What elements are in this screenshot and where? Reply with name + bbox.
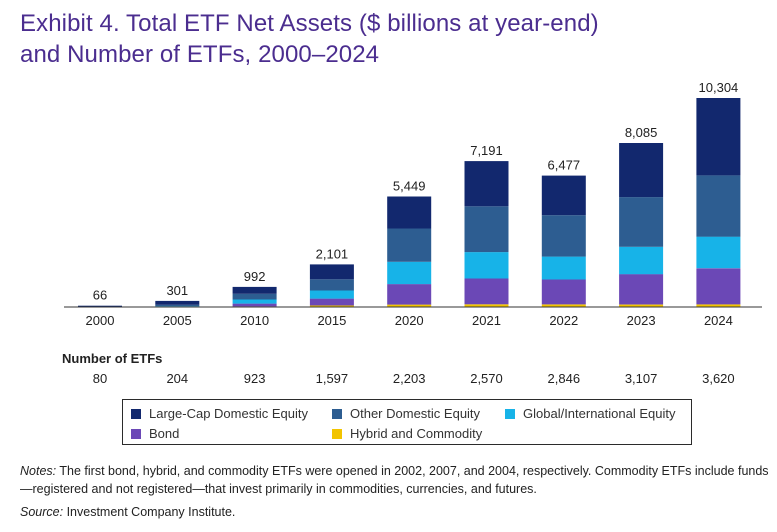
source: Source: Investment Company Institute. — [20, 505, 235, 519]
legend-swatch-other-domestic — [332, 408, 342, 419]
bar-segment-bond-2010 — [232, 303, 277, 307]
bar-segment-hybrid-and-commodity-2024 — [696, 304, 741, 307]
etf-count-2010: 923 — [243, 371, 266, 386]
bar-segment-bond-2021 — [464, 278, 509, 305]
etf-count-2015: 1,597 — [315, 371, 349, 386]
legend-item-bond: Bond — [131, 426, 179, 441]
source-label: Source: — [20, 505, 64, 519]
bar-segment-global-international-equity-2024 — [696, 236, 741, 269]
etf-count-2023: 3,107 — [624, 371, 658, 386]
etf-count-2020: 2,203 — [392, 371, 426, 386]
source-text: Investment Company Institute. — [63, 505, 236, 519]
x-tick-label-2023: 2023 — [627, 313, 656, 328]
bar-segment-bond-2020 — [387, 284, 432, 305]
bar-segment-large-cap-domestic-equity-2010 — [232, 286, 277, 294]
stacked-bar-chart: 2000 2005 2010 2015 2020 2021 2022 2023 2024 66 3… — [64, 80, 762, 328]
bar-segment-hybrid-and-commodity-2021 — [464, 304, 509, 307]
notes-label: Notes: — [20, 464, 57, 478]
legend: Large-Cap Domestic Equity Other Domestic… — [122, 399, 692, 445]
bar-segment-global-international-equity-2020 — [387, 261, 432, 285]
total-label-2000: 66 — [93, 288, 107, 303]
x-tick-label-2022: 2022 — [549, 313, 578, 328]
x-axis-tick-labels: 2000 2005 2010 2015 2020 2021 2022 2023 2024 — [86, 313, 733, 328]
bar-segment-other-domestic-equity-2021 — [464, 206, 509, 253]
total-label-2024: 10,304 — [699, 80, 739, 95]
total-label-2005: 301 — [166, 283, 188, 298]
etf-count-2005: 204 — [166, 371, 189, 386]
x-tick-label-2015: 2015 — [317, 313, 346, 328]
legend-item-large-cap: Large-Cap Domestic Equity — [131, 406, 308, 421]
legend-label-global: Global/International Equity — [523, 406, 676, 421]
etf-count-header: Number of ETFs — [62, 351, 163, 366]
x-tick-label-2024: 2024 — [704, 313, 733, 328]
legend-item-hybrid: Hybrid and Commodity — [332, 426, 482, 441]
bar-segment-large-cap-domestic-equity-2005 — [155, 300, 200, 305]
x-tick-label-2000: 2000 — [86, 313, 115, 328]
bar-segment-bond-2022 — [541, 279, 586, 305]
bar-segment-hybrid-and-commodity-2022 — [541, 304, 586, 307]
etf-count-2024: 3,620 — [702, 371, 735, 386]
bar-segment-large-cap-domestic-equity-2020 — [387, 196, 432, 229]
bar-segment-other-domestic-equity-2010 — [232, 293, 277, 300]
bar-segment-other-domestic-equity-2020 — [387, 228, 432, 262]
bar-segment-other-domestic-equity-2022 — [541, 215, 586, 257]
total-label-2020: 5,449 — [393, 179, 426, 194]
total-label-2023: 8,085 — [625, 125, 658, 140]
legend-label-large-cap: Large-Cap Domestic Equity — [149, 406, 308, 421]
etf-count-2021: 2,570 — [470, 371, 503, 386]
bar-segment-global-international-equity-2010 — [232, 299, 277, 304]
bar-segment-other-domestic-equity-2005 — [155, 304, 200, 307]
bar-segment-other-domestic-equity-2015 — [309, 279, 354, 291]
notes: Notes: The first bond, hybrid, and commo… — [20, 462, 770, 498]
bar-segment-global-international-equity-2015 — [309, 290, 354, 299]
bar-segment-bond-2024 — [696, 268, 741, 305]
bar-segment-global-international-equity-2022 — [541, 256, 586, 280]
total-label-2022: 6,477 — [548, 158, 581, 173]
legend-item-global: Global/International Equity — [505, 406, 675, 421]
legend-item-other-domestic: Other Domestic Equity — [332, 406, 480, 421]
chart-title-line-2: and Number of ETFs, 2000–2024 — [20, 41, 380, 68]
legend-swatch-large-cap — [131, 408, 141, 419]
bar-segment-global-international-equity-2023 — [619, 246, 664, 275]
bar-segment-hybrid-and-commodity-2015 — [309, 305, 354, 307]
etf-count-2000: 80 — [92, 371, 108, 386]
legend-swatch-global — [505, 408, 515, 419]
legend-label-other-domestic: Other Domestic Equity — [350, 406, 481, 421]
bar-segment-hybrid-and-commodity-2023 — [619, 304, 664, 307]
legend-label-bond: Bond — [149, 426, 180, 441]
bar-segment-large-cap-domestic-equity-2021 — [464, 161, 509, 207]
x-tick-label-2005: 2005 — [163, 313, 192, 328]
legend-swatch-bond — [131, 428, 141, 439]
x-tick-label-2010: 2010 — [240, 313, 269, 328]
total-label-2021: 7,191 — [470, 143, 503, 158]
notes-text: The first bond, hybrid, and commodity ET… — [20, 464, 769, 496]
bar-segment-other-domestic-equity-2024 — [696, 175, 741, 237]
chart-title: Exhibit 4. Total ETF Net Assets ($ billi… — [20, 8, 599, 70]
bar-segment-large-cap-domestic-equity-2000 — [78, 305, 122, 307]
bar-segment-other-domestic-equity-2023 — [619, 197, 664, 247]
legend-label-hybrid: Hybrid and Commodity — [350, 426, 483, 441]
bar-segment-global-international-equity-2021 — [464, 252, 509, 279]
bar-segment-large-cap-domestic-equity-2023 — [619, 143, 664, 198]
etf-count-2022: 2,846 — [547, 371, 581, 386]
total-label-2010: 992 — [244, 269, 266, 284]
bar-segment-hybrid-and-commodity-2020 — [387, 304, 432, 307]
x-tick-label-2020: 2020 — [395, 313, 424, 328]
bar-segment-bond-2023 — [619, 274, 664, 305]
bar-segment-large-cap-domestic-equity-2015 — [309, 264, 354, 280]
chart-title-line-1: Exhibit 4. Total ETF Net Assets ($ billi… — [20, 10, 599, 37]
x-tick-label-2021: 2021 — [472, 313, 501, 328]
bar-segment-large-cap-domestic-equity-2022 — [541, 175, 586, 216]
bar-segment-large-cap-domestic-equity-2024 — [696, 98, 741, 176]
bar-segment-bond-2015 — [309, 298, 354, 306]
legend-swatch-hybrid — [332, 428, 342, 439]
total-value-labels: 66 301 992 2,101 5,449 7,191 6,477 8,085 10,304 — [93, 80, 739, 303]
bar-stacks — [78, 98, 741, 307]
total-label-2015: 2,101 — [316, 246, 349, 261]
